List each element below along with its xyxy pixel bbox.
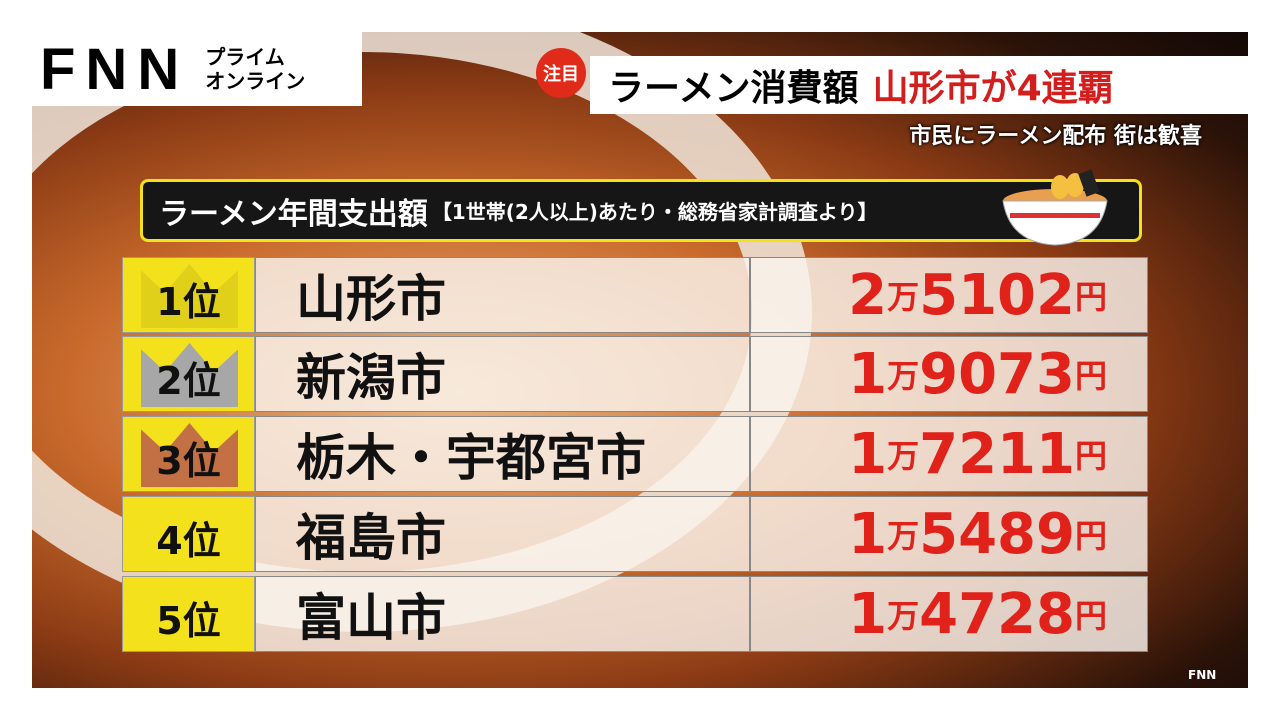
city-cell: 新潟市 xyxy=(255,336,750,412)
table-row: 3位 栃木・宇都宮市 1 万 7211 円 xyxy=(122,416,1148,492)
rank-cell: 2位 xyxy=(122,336,255,412)
table-row: 4位 福島市 1 万 5489 円 xyxy=(122,496,1148,572)
city-cell: 福島市 xyxy=(255,496,750,572)
amount-yen-unit: 円 xyxy=(1074,278,1107,316)
amount-rest: 5102 xyxy=(919,262,1075,328)
table-row: 2位 新潟市 1 万 9073 円 xyxy=(122,336,1148,412)
amount-yen-unit: 円 xyxy=(1074,517,1107,555)
amount-rest: 7211 xyxy=(919,421,1075,487)
rank-label: 5位 xyxy=(156,599,221,643)
rank-label: 1位 xyxy=(156,280,221,324)
amount-cell: 1 万 5489 円 xyxy=(750,496,1148,572)
amount-man: 2 xyxy=(848,262,888,328)
ramen-bowl-icon xyxy=(1002,169,1108,246)
headline: ラーメン消費額 山形市が4連覇 xyxy=(590,56,1248,114)
headline-highlight: 山形市が4連覇 xyxy=(872,68,1114,109)
rank-label: 2位 xyxy=(156,359,221,403)
amount-cell: 1 万 7211 円 xyxy=(750,416,1148,492)
amount-man: 1 xyxy=(848,421,888,487)
logo-sub-2: オンライン xyxy=(205,69,306,93)
subheadline: 市民にラーメン配布 街は歓喜 xyxy=(909,124,1202,149)
headline-main: ラーメン消費額 xyxy=(608,68,859,109)
amount-man-unit: 万 xyxy=(887,437,920,475)
amount-man: 1 xyxy=(848,501,888,567)
rank-cell: 4位 xyxy=(122,496,255,572)
amount-man: 1 xyxy=(848,341,888,407)
amount-rest: 4728 xyxy=(919,581,1075,647)
fnn-logo: FNN プライム オンライン xyxy=(30,32,362,106)
amount-man: 1 xyxy=(848,581,888,647)
amount-man-unit: 万 xyxy=(887,357,920,395)
amount-yen-unit: 円 xyxy=(1074,357,1107,395)
city-cell: 山形市 xyxy=(255,257,750,333)
table-row: 1位 山形市 2 万 5102 円 xyxy=(122,257,1148,333)
logo-sub-1: プライム xyxy=(205,45,285,69)
rank-cell: 3位 xyxy=(122,416,255,492)
city-cell: 富山市 xyxy=(255,576,750,652)
amount-man-unit: 万 xyxy=(887,278,920,316)
rank-cell: 5位 xyxy=(122,576,255,652)
table-row: 5位 富山市 1 万 4728 円 xyxy=(122,576,1148,652)
amount-man-unit: 万 xyxy=(887,517,920,555)
amount-yen-unit: 円 xyxy=(1074,597,1107,635)
fnn-watermark: FNN xyxy=(1188,668,1217,682)
table-title: ラーメン年間支出額 【1世帯(2人以上)あたり・総務省家計調査より】 xyxy=(140,179,1142,242)
amount-cell: 1 万 9073 円 xyxy=(750,336,1148,412)
city-cell: 栃木・宇都宮市 xyxy=(255,416,750,492)
table-title-main: ラーメン年間支出額 xyxy=(159,196,428,232)
logo-brand: FNN xyxy=(40,36,190,102)
rank-label: 3位 xyxy=(156,439,221,483)
amount-cell: 2 万 5102 円 xyxy=(750,257,1148,333)
rank-cell: 1位 xyxy=(122,257,255,333)
amount-rest: 5489 xyxy=(919,501,1075,567)
rank-label: 4位 xyxy=(156,519,221,563)
amount-man-unit: 万 xyxy=(887,597,920,635)
attention-badge: 注目 xyxy=(536,48,586,98)
table-title-note: 【1世帯(2人以上)あたり・総務省家計調査より】 xyxy=(431,200,878,224)
amount-yen-unit: 円 xyxy=(1074,437,1107,475)
amount-cell: 1 万 4728 円 xyxy=(750,576,1148,652)
amount-rest: 9073 xyxy=(919,341,1075,407)
